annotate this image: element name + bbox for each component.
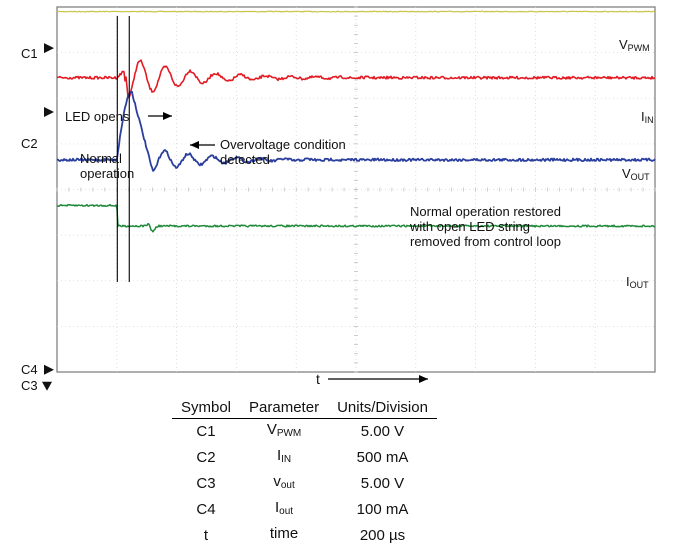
oscilloscope-plot <box>42 6 656 391</box>
table-cell-units: 100 mA <box>356 501 409 518</box>
table-cell-symbol: C4 <box>196 501 216 518</box>
trace-iin <box>56 59 656 99</box>
channel-label-vpwm: VPWM <box>619 37 650 53</box>
restored-annotation-line3: removed from control loop <box>410 234 562 249</box>
table-header-parameter: Parameter <box>240 398 329 419</box>
table-row: t time 200 µs <box>172 523 437 549</box>
table-cell-parameter: IIN <box>276 447 292 465</box>
ground-label-c2: C2 <box>21 136 38 151</box>
plot-grid <box>56 6 656 373</box>
table-row: C2 IIN 500 mA <box>172 445 437 471</box>
ground-marker-c3 <box>42 381 52 391</box>
led-opens-annotation: LED opens <box>65 109 130 124</box>
event-marker-layer <box>116 16 130 282</box>
trace-vout <box>56 90 656 172</box>
restored-annotation-line2: with open LED string <box>410 219 530 234</box>
table-header-symbol: Symbol <box>172 398 241 419</box>
overvoltage-annotation-line2: detected <box>220 152 270 167</box>
ground-marker-c2 <box>44 106 54 117</box>
channel-label-iout: IOUT <box>626 274 649 290</box>
overvoltage-annotation-line1: Overvoltage condition <box>220 137 346 152</box>
table-row: C4 Iout 100 mA <box>172 497 437 523</box>
table-row: C3 vout 5.00 V <box>172 471 437 497</box>
ground-label-c4: C4 <box>21 362 38 377</box>
table-cell-symbol: C3 <box>196 475 216 492</box>
overvoltage-arrow-head <box>190 141 199 149</box>
normal-operation-annotation-line2: operation <box>80 166 135 181</box>
table-cell-parameter: time <box>269 525 299 542</box>
ground-marker-c4 <box>44 364 54 375</box>
ground-label-c3: C3 <box>21 378 38 393</box>
ground-label-c1: C1 <box>21 46 38 61</box>
table-cell-parameter: VPWM <box>266 421 302 439</box>
table-cell-parameter: Iout <box>275 499 294 517</box>
trace-vpwm <box>56 10 656 13</box>
units-table: Symbol Parameter Units/Division C1 VPWM … <box>172 398 437 549</box>
restored-annotation-line1: Normal operation restored <box>410 204 562 219</box>
table-cell-parameter: vout <box>273 473 295 491</box>
ground-marker-c1 <box>44 43 54 54</box>
table-cell-units: 5.00 V <box>360 423 405 440</box>
table-cell-symbol: C2 <box>196 449 216 466</box>
units-table-header-row: Symbol Parameter Units/Division <box>172 398 437 419</box>
table-cell-units: 500 mA <box>356 449 409 466</box>
led-opens-arrow-head <box>163 112 172 120</box>
ground-marker-layer <box>42 43 54 391</box>
normal-operation-annotation-line1: Normal <box>80 151 122 166</box>
time-axis-arrow-head <box>419 375 428 383</box>
table-header-units: Units/Division <box>328 398 437 419</box>
table-cell-symbol: t <box>203 527 209 544</box>
trace-layer <box>56 10 656 233</box>
channel-label-vout: VOUT <box>622 166 650 182</box>
annotation-arrow-layer <box>148 112 428 383</box>
channel-label-iin: IIN <box>641 109 654 125</box>
x-axis-label: t <box>316 371 320 387</box>
table-cell-units: 5.00 V <box>360 475 405 492</box>
table-cell-units: 200 µs <box>359 527 406 544</box>
table-row: C1 VPWM 5.00 V <box>172 419 437 446</box>
trace-iout <box>56 203 656 233</box>
table-cell-symbol: C1 <box>196 423 216 440</box>
